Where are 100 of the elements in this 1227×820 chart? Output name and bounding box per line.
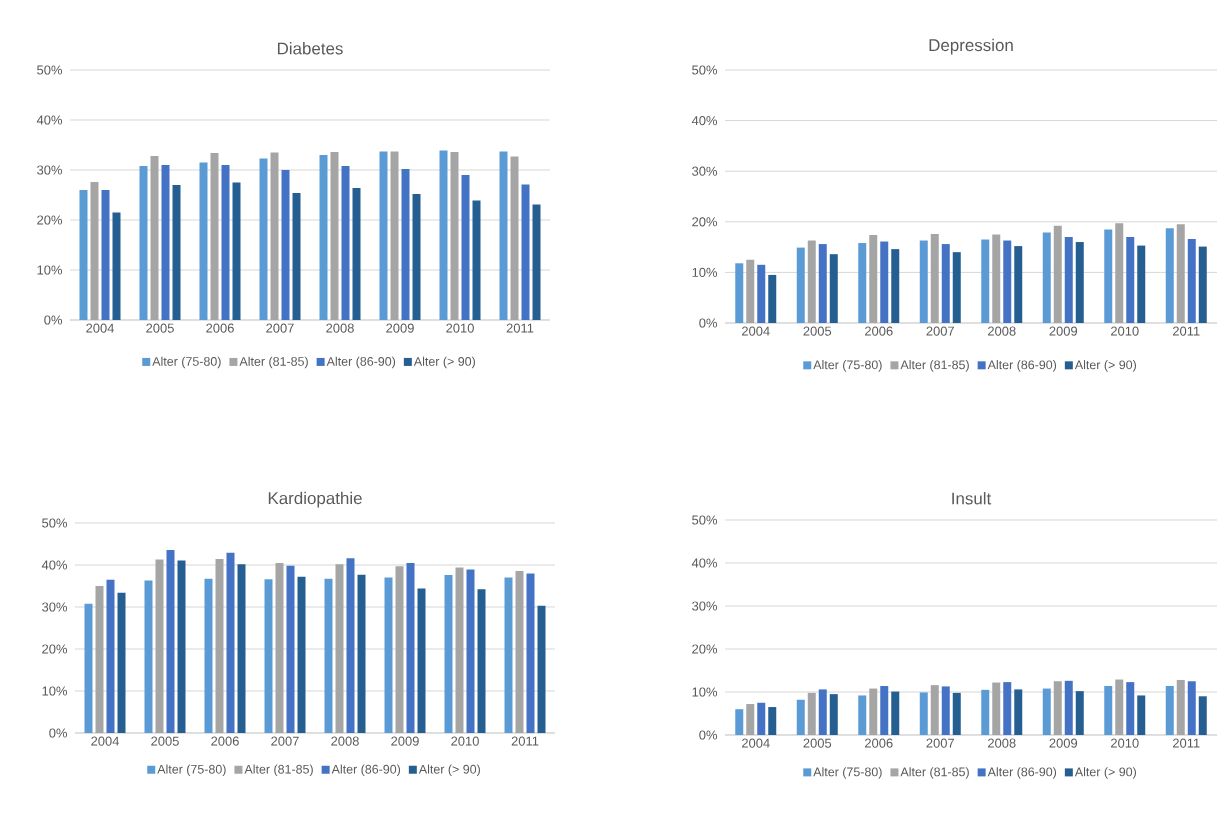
bar: [1115, 223, 1124, 323]
bar: [768, 274, 777, 323]
x-tick-label: 2010: [1111, 326, 1139, 336]
chart-title: Diabetes: [277, 42, 343, 55]
bar: [919, 692, 928, 735]
legend-label: Alter (81-85): [244, 764, 313, 777]
x-tick-label: 2009: [1049, 326, 1078, 336]
bar: [1137, 695, 1146, 735]
bar: [177, 560, 186, 733]
bar: [106, 579, 115, 733]
bar: [395, 566, 404, 733]
bar: [952, 692, 961, 735]
legend-label: Alter (86-90): [987, 767, 1057, 779]
bar: [1198, 696, 1207, 735]
bar: [450, 152, 459, 320]
bar: [768, 707, 777, 735]
y-tick-label: 0%: [699, 730, 718, 740]
bar: [319, 155, 328, 320]
legend-label: Alter (81-85): [239, 356, 308, 369]
bar: [346, 558, 355, 733]
y-tick-label: 40%: [41, 560, 68, 570]
bar: [297, 576, 306, 733]
x-tick-label: 2006: [865, 326, 893, 336]
bar: [357, 574, 366, 733]
bar: [1165, 228, 1174, 323]
bar: [477, 589, 486, 733]
bar: [818, 689, 827, 735]
bar: [226, 552, 235, 733]
y-tick-label: 30%: [692, 601, 718, 611]
y-tick-label: 50%: [42, 518, 68, 528]
bar: [757, 702, 766, 735]
bar: [757, 264, 766, 323]
bar: [79, 190, 88, 320]
bar: [139, 166, 148, 320]
bar: [930, 233, 939, 323]
legend-label: Alter (81-85): [900, 360, 969, 372]
bar: [166, 549, 175, 733]
bar: [1075, 691, 1084, 735]
y-tick-label: 20%: [692, 217, 718, 227]
bar: [858, 243, 867, 323]
legend-label: Alter (75-80): [157, 764, 226, 777]
x-tick-label: 2009: [391, 736, 419, 746]
bar: [818, 244, 827, 323]
bar: [161, 165, 170, 320]
bar: [215, 559, 224, 733]
y-tick-label: 50%: [692, 515, 718, 525]
x-tick-label: 2004: [91, 736, 120, 746]
x-tick-label: 2004: [86, 323, 115, 333]
bar: [952, 252, 961, 323]
bar: [275, 562, 284, 733]
bar: [869, 234, 878, 323]
x-tick-label: 2007: [926, 738, 954, 748]
bar: [880, 241, 889, 323]
x-tick-label: 2008: [331, 736, 359, 746]
bar: [281, 170, 290, 320]
y-tick-label: 0%: [699, 318, 718, 328]
bar: [461, 175, 470, 320]
bar: [172, 185, 181, 320]
bar: [735, 263, 744, 323]
bar: [981, 689, 990, 735]
bar: [1137, 245, 1146, 323]
bar: [210, 153, 219, 320]
bar: [504, 577, 513, 733]
y-tick-label: 0%: [49, 728, 68, 738]
bar: [155, 559, 164, 733]
bar: [858, 695, 867, 735]
bar: [891, 691, 900, 735]
bar: [526, 573, 535, 733]
x-tick-label: 2005: [146, 323, 174, 333]
x-tick-label: 2006: [865, 738, 893, 748]
bar: [891, 249, 900, 323]
bar: [532, 204, 541, 320]
bar: [1003, 240, 1012, 323]
bar: [401, 169, 410, 320]
bar: [112, 212, 121, 320]
bar: [204, 578, 213, 733]
x-tick-label: 2008: [988, 738, 1016, 748]
bar: [384, 577, 393, 733]
x-tick-label: 2009: [386, 323, 414, 333]
x-tick-label: 2010: [446, 323, 474, 333]
y-tick-label: 20%: [692, 644, 718, 654]
bar: [101, 190, 110, 320]
bar: [1042, 688, 1051, 735]
x-tick-label: 2004: [742, 738, 770, 748]
bar: [807, 240, 816, 323]
chart-title: Insult: [952, 492, 992, 505]
x-tick-label: 2007: [266, 323, 294, 333]
x-tick-label: 2007: [271, 736, 299, 746]
y-tick-label: 10%: [37, 265, 63, 275]
bar: [150, 156, 159, 320]
bar: [992, 234, 1001, 323]
bar: [1187, 681, 1196, 735]
bar: [417, 588, 426, 733]
legend-label: Alter (75-80): [152, 356, 221, 369]
y-tick-label: 50%: [692, 65, 718, 75]
y-tick-label: 20%: [37, 215, 63, 225]
x-tick-label: 2006: [211, 736, 239, 746]
x-tick-label: 2008: [988, 326, 1016, 336]
x-tick-label: 2011: [506, 323, 534, 333]
bar: [1064, 236, 1073, 323]
